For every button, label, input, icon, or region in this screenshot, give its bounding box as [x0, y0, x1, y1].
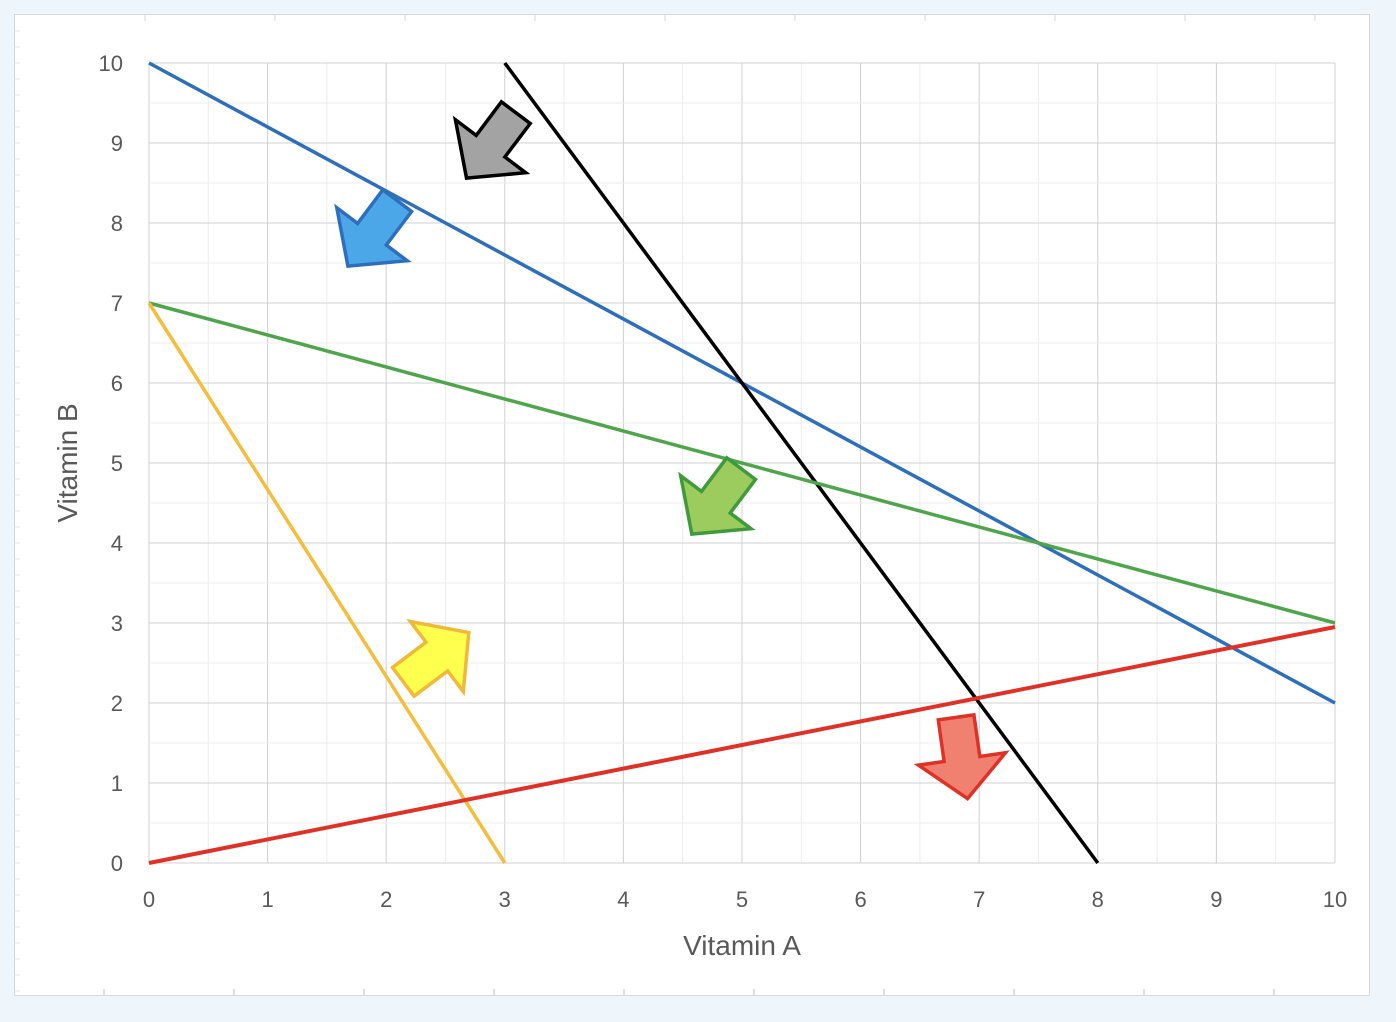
y-tick-label: 8 [111, 211, 123, 236]
x-tick-label: 5 [736, 887, 748, 912]
x-tick-label: 4 [617, 887, 629, 912]
series-line-5 [148, 625, 1336, 865]
x-tick-label: 6 [854, 887, 866, 912]
y-tick-label: 0 [111, 851, 123, 876]
frame-border-ticks [15, 15, 1316, 995]
x-axis-tick-labels: 0 1 2 3 4 5 6 7 8 9 10 [143, 887, 1347, 912]
x-tick-label: 2 [380, 887, 392, 912]
x-tick-label: 3 [499, 887, 511, 912]
y-tick-label: 3 [111, 611, 123, 636]
x-tick-label: 9 [1210, 887, 1222, 912]
series-line-2 [503, 61, 1100, 865]
direction-arrow-3 [678, 455, 758, 536]
y-tick-label: 2 [111, 691, 123, 716]
y-axis-tick-labels: 0 1 2 3 4 5 6 7 8 9 10 [99, 51, 123, 876]
line-chart: 0 1 2 3 4 5 6 7 8 9 10 0 1 2 3 4 5 6 7 8 9 10 Vitamin A Vita… [15, 15, 1347, 995]
y-tick-label: 9 [111, 131, 123, 156]
y-tick-label: 5 [111, 451, 123, 476]
direction-arrow-2 [334, 187, 415, 268]
direction-arrow-4 [390, 618, 471, 699]
series-line-3 [148, 301, 1336, 625]
y-tick-label: 7 [111, 291, 123, 316]
x-axis-label: Vitamin A [683, 930, 801, 961]
y-tick-label: 10 [99, 51, 123, 76]
y-tick-label: 6 [111, 371, 123, 396]
chart-series [147, 61, 1336, 865]
x-tick-label: 1 [261, 887, 273, 912]
x-tick-label: 7 [973, 887, 985, 912]
x-tick-label: 10 [1323, 887, 1347, 912]
y-tick-label: 1 [111, 771, 123, 796]
y-axis-label: Vitamin B [52, 403, 83, 522]
chart-frame: 0 1 2 3 4 5 6 7 8 9 10 0 1 2 3 4 5 6 7 8 9 10 Vitamin A Vita… [14, 14, 1370, 996]
direction-arrows [334, 99, 1010, 801]
y-tick-label: 4 [111, 531, 123, 556]
direction-arrow-5 [913, 712, 1010, 801]
series-line-4 [147, 302, 507, 864]
x-tick-label: 0 [143, 887, 155, 912]
direction-arrow-1 [452, 99, 533, 180]
x-tick-label: 8 [1092, 887, 1104, 912]
